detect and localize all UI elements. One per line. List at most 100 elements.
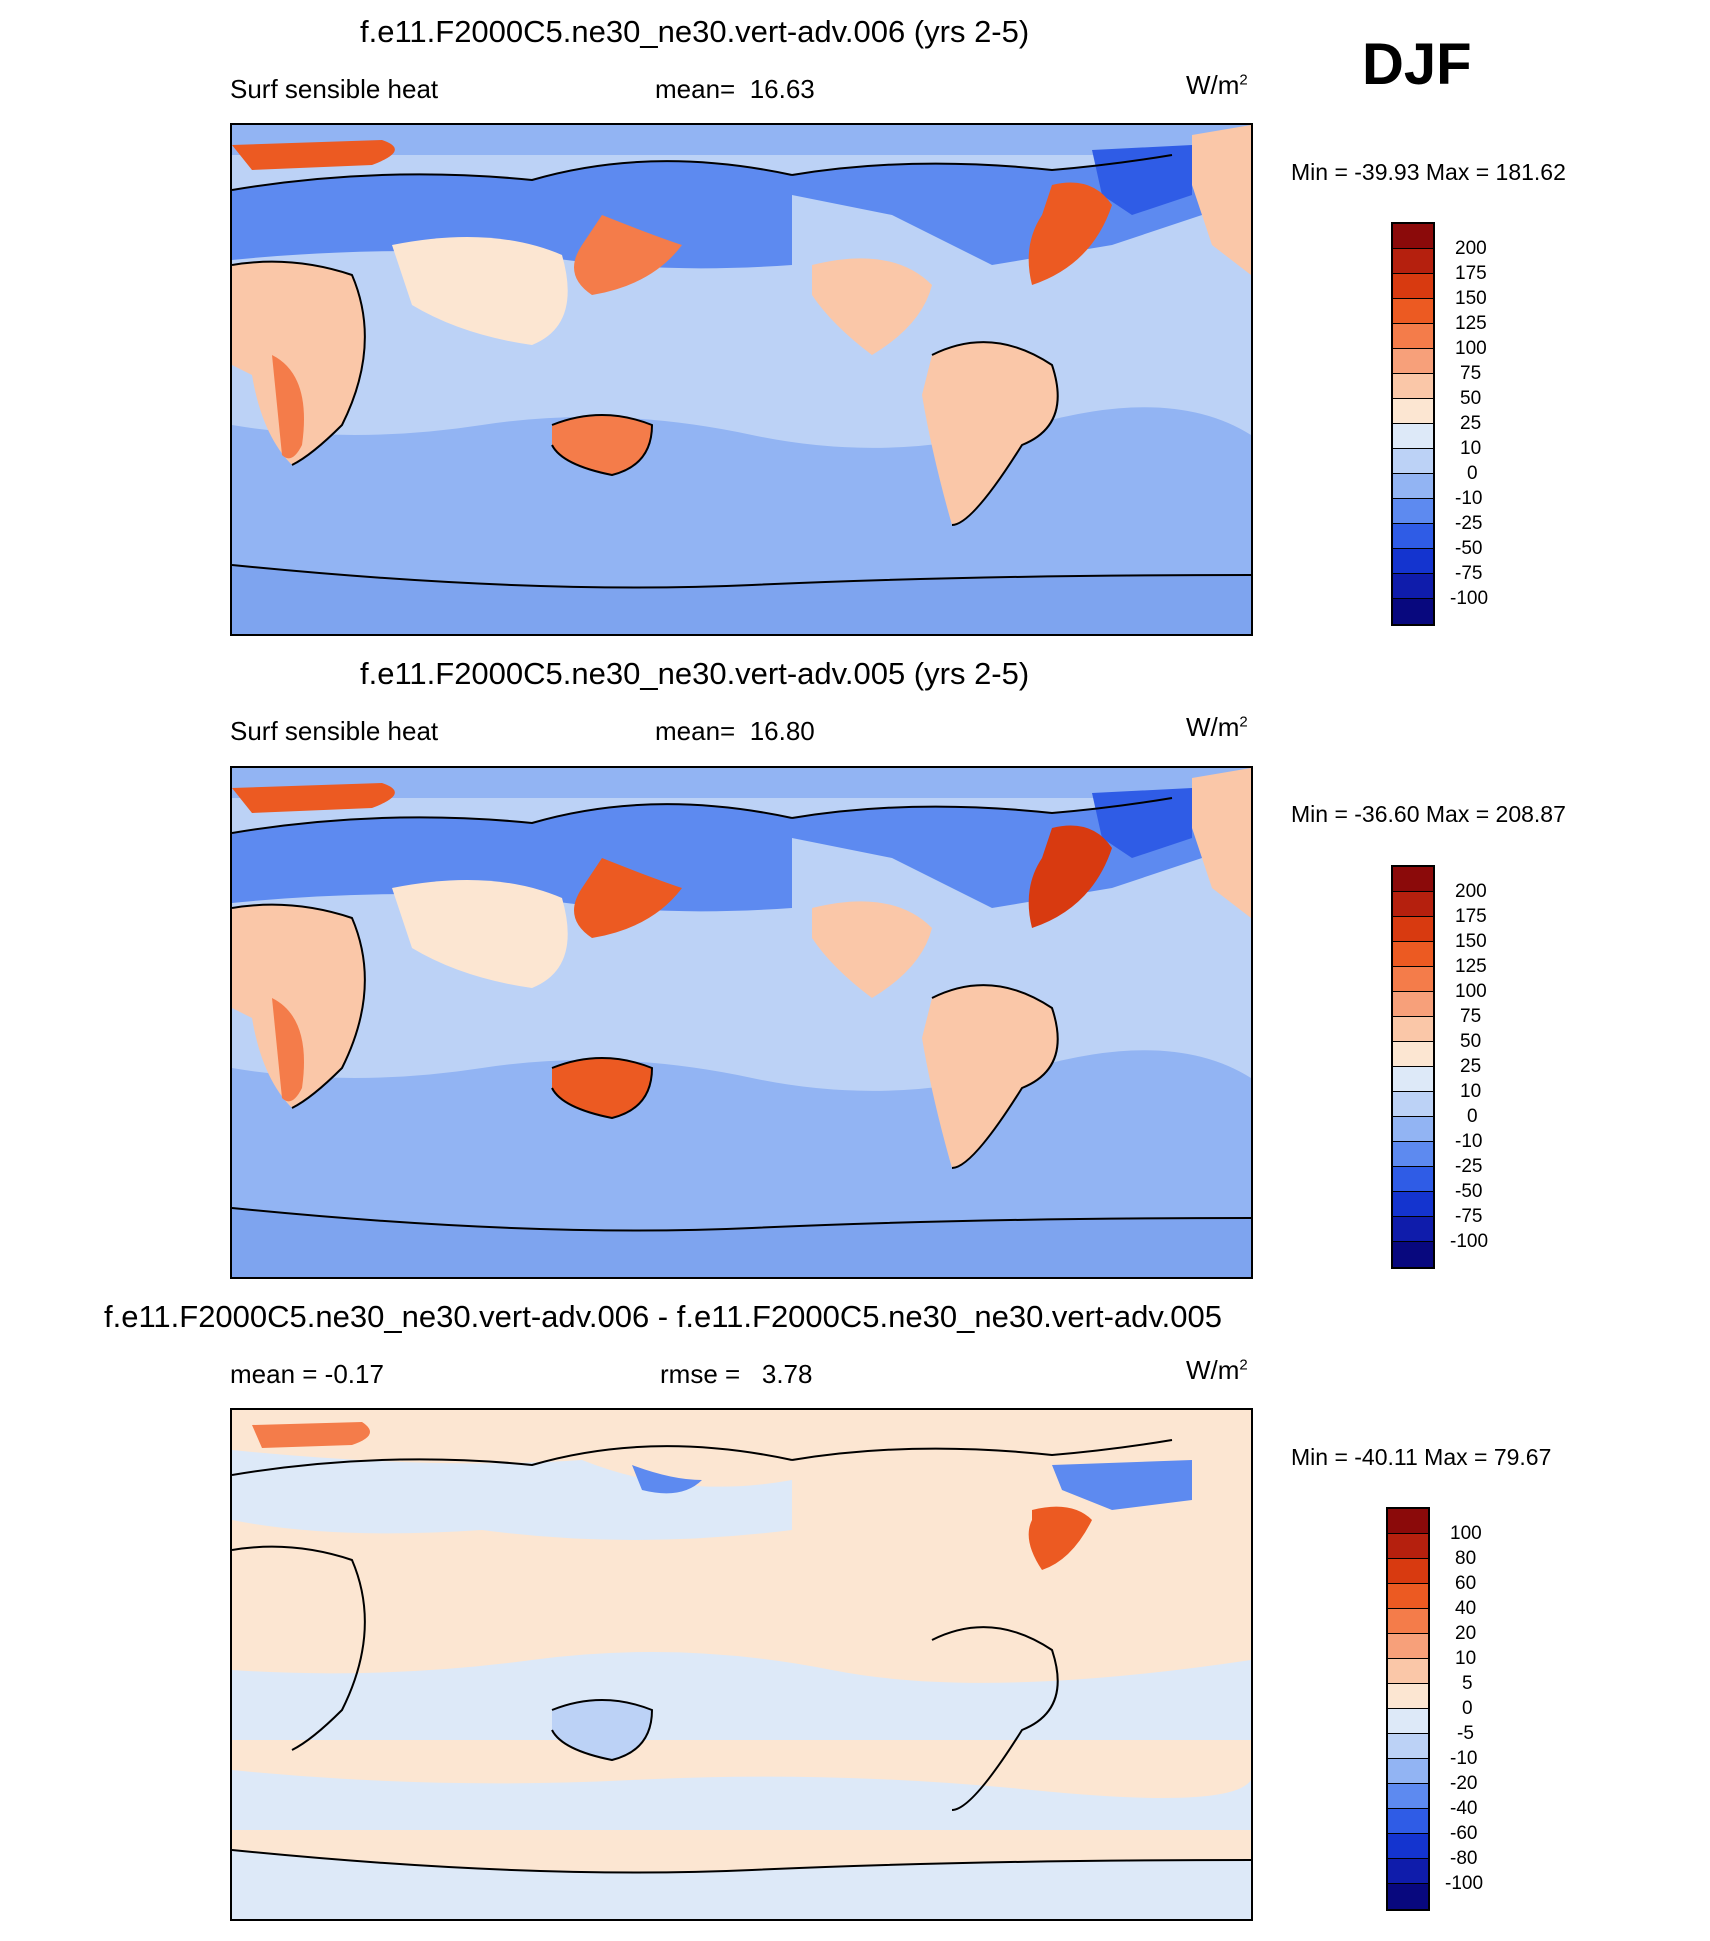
antarctica xyxy=(232,1850,1251,1919)
panel-3-tick: -80 xyxy=(1450,1848,1478,1869)
australia xyxy=(552,1058,652,1118)
australia-negative xyxy=(552,1700,652,1760)
panel-1-tick: 100 xyxy=(1455,338,1487,359)
panel-3-tick: -5 xyxy=(1457,1723,1474,1744)
kuroshio xyxy=(574,858,682,938)
labrador-negative xyxy=(1052,1460,1192,1510)
panel-2-tick: -25 xyxy=(1455,1156,1483,1177)
asia-warm xyxy=(392,880,568,988)
panel-2-tick: 0 xyxy=(1467,1106,1478,1127)
panel-2-units-sup: 2 xyxy=(1239,713,1248,731)
panel-2-mean-value: 16.80 xyxy=(749,716,815,746)
panel-1-tick: -100 xyxy=(1450,588,1489,609)
north-atlantic-hot xyxy=(232,783,395,813)
panel-1-tick: 125 xyxy=(1455,313,1487,334)
coastlines xyxy=(232,154,1251,589)
panel-3-tick: -10 xyxy=(1450,1748,1478,1769)
japan-negative xyxy=(632,1465,702,1494)
panel-3-tick: -20 xyxy=(1450,1773,1478,1794)
panel-2-tick: 10 xyxy=(1460,1081,1482,1102)
panel-3-units-sup: 2 xyxy=(1239,1356,1248,1374)
panel-3-tick: 0 xyxy=(1462,1698,1473,1719)
north-america-warm xyxy=(812,258,932,355)
panel-2-tick: -50 xyxy=(1455,1181,1483,1202)
panel-3-tick: 10 xyxy=(1455,1648,1477,1669)
panel-1-map-svg xyxy=(232,125,1251,634)
antarctica xyxy=(232,565,1251,634)
panel-1-units-sup: 2 xyxy=(1239,71,1248,89)
panel-3-map-svg xyxy=(232,1410,1251,1919)
panel-2-tick: 100 xyxy=(1455,981,1487,1002)
coastlines xyxy=(232,1439,1251,1874)
panel-1-tick: 75 xyxy=(1460,363,1482,384)
panel-3-minmax: Min = -40.11 Max = 79.67 xyxy=(1291,1444,1552,1470)
panel-1-colorbar xyxy=(1391,222,1435,626)
season-label: DJF xyxy=(1362,32,1472,97)
panel-3-tick: 60 xyxy=(1455,1573,1477,1594)
panel-3-tick: 40 xyxy=(1455,1598,1477,1619)
gulf-stream xyxy=(1028,182,1112,285)
gulf-stream xyxy=(1028,825,1112,928)
panel-1-tick: -25 xyxy=(1455,513,1483,534)
south-band-negative xyxy=(232,1770,1251,1830)
antarctica xyxy=(232,1208,1251,1277)
africa-south-hot xyxy=(272,998,304,1102)
panel-2-mean-label: mean= 16.80 xyxy=(655,718,815,744)
panel-2-title: f.e11.F2000C5.ne30_ne30.vert-adv.005 (yr… xyxy=(360,656,1030,691)
panel-1-map xyxy=(230,123,1253,636)
panel-2-units-text: W/m xyxy=(1186,712,1240,742)
panel-1-tick: 10 xyxy=(1460,438,1482,459)
panel-1-tick: 25 xyxy=(1460,413,1482,434)
panel-2-tick: -75 xyxy=(1455,1206,1483,1227)
north-atlantic-hot xyxy=(232,140,395,170)
panel-2-units: W/m2 xyxy=(1186,714,1248,740)
africa-south-hot xyxy=(272,355,304,459)
panel-3-tick: 20 xyxy=(1455,1623,1477,1644)
panel-2-map-svg xyxy=(232,768,1251,1277)
mid-south-negative xyxy=(232,1652,1251,1740)
gulf-stream-positive xyxy=(1028,1506,1092,1570)
panel-3-tick: -40 xyxy=(1450,1798,1478,1819)
arctic-band xyxy=(232,125,1251,155)
panel-2-tick: 150 xyxy=(1455,931,1487,952)
panel-3-tick: -60 xyxy=(1450,1823,1478,1844)
coastlines xyxy=(232,797,1251,1232)
arctic-band xyxy=(232,768,1251,798)
panel-3-tick: -100 xyxy=(1445,1873,1484,1894)
europe-edge xyxy=(1192,768,1251,918)
panel-1-mean-value: 16.63 xyxy=(749,74,815,104)
north-america-warm xyxy=(812,901,932,998)
panel-3-rmse-label: rmse = 3.78 xyxy=(660,1361,812,1387)
panel-3-rmse-value: 3.78 xyxy=(761,1359,813,1389)
panel-3-units-text: W/m xyxy=(1186,1355,1240,1385)
panel-3-tick: 80 xyxy=(1455,1548,1477,1569)
africa xyxy=(232,261,365,465)
panel-1-title: f.e11.F2000C5.ne30_ne30.vert-adv.006 (yr… xyxy=(360,14,1030,49)
panel-1-tick: 0 xyxy=(1467,463,1478,484)
south-america xyxy=(922,985,1058,1168)
australia xyxy=(552,415,652,475)
asia-warm xyxy=(392,237,568,345)
kuroshio xyxy=(574,215,682,295)
panel-1-tick: 150 xyxy=(1455,288,1487,309)
panel-3-map xyxy=(230,1408,1253,1921)
panel-2-tick: -10 xyxy=(1455,1131,1483,1152)
panel-1-tick: -50 xyxy=(1455,538,1483,559)
panel-2-variable-label: Surf sensible heat xyxy=(230,716,439,746)
panel-1-tick: 175 xyxy=(1455,263,1487,284)
panel-2-tick: 175 xyxy=(1455,906,1487,927)
panel-1-tick: -75 xyxy=(1455,563,1483,584)
panel-3-tick: 5 xyxy=(1462,1673,1473,1694)
north-atlantic-positive xyxy=(252,1422,370,1448)
panel-3-units: W/m2 xyxy=(1186,1357,1248,1383)
panel-2-tick: 75 xyxy=(1460,1006,1482,1027)
panel-2-tick: -100 xyxy=(1450,1231,1489,1252)
panel-1-minmax: Min = -39.93 Max = 181.62 xyxy=(1291,159,1566,185)
panel-2-tick: 125 xyxy=(1455,956,1487,977)
north-ocean-negative xyxy=(232,1450,792,1540)
panel-3-colorbar xyxy=(1386,1507,1430,1911)
panel-1-tick: 50 xyxy=(1460,388,1482,409)
panel-1-tick: 200 xyxy=(1455,238,1487,259)
panel-1-units: W/m2 xyxy=(1186,72,1248,98)
panel-1-units-text: W/m xyxy=(1186,70,1240,100)
